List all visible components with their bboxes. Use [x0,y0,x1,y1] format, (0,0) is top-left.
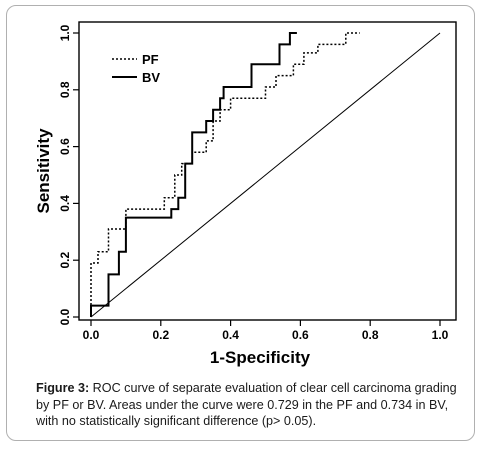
x-tick-label: 0.4 [222,328,239,342]
caption-text: ROC curve of separate evaluation of clea… [36,381,457,428]
x-tick-label: 0.8 [362,328,379,342]
x-tick-label: 1.0 [432,328,449,342]
diagonal-line [90,32,441,318]
legend-label-bv: BV [142,70,160,85]
y-tick-label: 0.2 [58,252,72,269]
legend: PF BV [112,52,160,85]
y-tick-label: 0.8 [58,81,72,98]
figure-caption: Figure 3: ROC curve of separate evaluati… [36,380,468,430]
x-tick-label: 0.2 [152,328,169,342]
y-tick-label: 1.0 [58,24,72,41]
y-axis-title: Sensitivity [34,128,53,214]
series-pf-line [90,32,360,317]
caption-label: Figure 3: [36,381,90,395]
x-tick-label: 0.0 [83,328,100,342]
figure-frame [6,5,475,441]
y-tick-label: 0.6 [58,138,72,155]
x-axis-title: 1-Specificity [210,348,311,367]
x-tick-label: 0.6 [292,328,309,342]
roc-series [90,32,360,317]
axis-ticks: 0.0 0.2 0.4 0.6 0.8 1.0 0.0 0.2 0.4 0.6 0.8 1.0 [58,24,449,342]
y-tick-label: 0.0 [58,308,72,325]
legend-label-pf: PF [142,52,159,67]
y-tick-label: 0.4 [58,195,72,212]
reference-line [90,32,441,318]
series-bv-line [90,32,297,317]
plot-box [78,21,457,321]
